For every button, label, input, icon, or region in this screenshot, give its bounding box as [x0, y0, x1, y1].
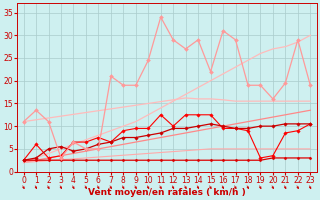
- X-axis label: Vent moyen/en rafales ( km/h ): Vent moyen/en rafales ( km/h ): [88, 188, 246, 197]
